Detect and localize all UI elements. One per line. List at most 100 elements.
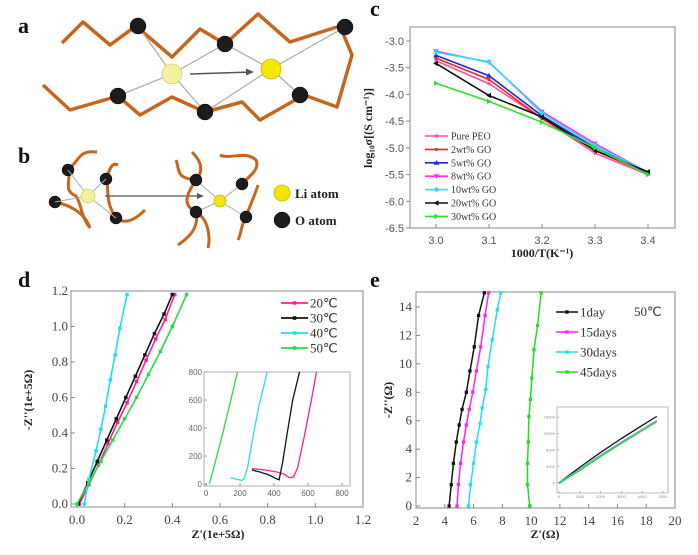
data-point [103,404,108,409]
legend-label: 20℃ [310,296,338,311]
inset-y-tick-label: 8000 [546,448,556,453]
data-point [125,292,129,297]
data-point [170,324,175,329]
polymer-chain [60,12,341,59]
legend-label: 40℃ [310,326,338,341]
y-tick-label: 10 [399,356,412,371]
legend-label: 15days [580,325,617,340]
x-tick-label: 14 [582,513,596,528]
x-tick-label: 3.3 [587,235,602,247]
data-point [540,119,545,126]
data-point [487,82,491,86]
legend-marker [565,330,569,334]
y-tick-label: 0.4 [52,425,69,440]
y-tick-label: 0.6 [52,390,69,405]
data-point [99,459,103,464]
legend-o-label: O atom [295,213,337,228]
data-point [433,49,439,56]
legend-marker [434,134,439,138]
data-point [134,379,139,384]
series-line [448,292,486,507]
x-tick-label: 0.0 [69,512,85,527]
legend-label: 30℃ [310,311,338,326]
data-point [468,369,472,373]
data-point [455,504,459,508]
panel-label-d: d [18,267,30,292]
data-point [458,461,463,466]
data-point [99,427,103,432]
o-atom [196,103,214,121]
data-point [471,390,475,394]
legend-label: 50℃ [310,341,338,356]
schematic-b: Li atom O atom [48,150,339,249]
x-tick-label: 0.8 [260,512,276,527]
legend-marker [565,350,569,354]
data-point [114,417,119,421]
data-point [474,369,479,373]
plot-frame [415,291,676,509]
arrow-head-icon [197,193,204,199]
data-point [115,420,120,425]
inset-series-line [230,371,268,482]
y-tick-label: 0.2 [52,461,68,476]
series-line [526,292,542,507]
inset-series-line [208,371,239,485]
data-point [134,395,139,400]
data-point [486,92,491,99]
data-point [451,461,456,466]
legend-label: 2wt% GO [451,145,491,156]
data-point [528,504,532,508]
o-atom [336,18,354,36]
x-tick-label: 0.4 [164,512,181,527]
data-point [592,142,598,149]
panel-label-b: b [18,143,30,168]
o-atom [291,86,309,104]
data-point [487,98,492,105]
x-tick-label: 0.6 [212,512,229,527]
data-point [495,308,499,312]
y-tick-label: -3.5 [385,63,404,75]
legend-label: Pure PEO [451,132,491,143]
data-point [170,292,175,297]
series-line [77,294,174,505]
li-atom-start [161,63,183,85]
legend-label: 45days [580,365,617,380]
data-point [530,376,534,380]
x-tick-label: 6 [470,513,477,528]
x-tick-label: 3.2 [534,235,549,247]
x-axis-label: Z'(1e+5Ω) [191,527,244,541]
plot-frame [409,26,676,229]
x-tick-label: 12 [553,513,566,528]
y-tick-label: 0.8 [52,354,68,369]
legend-marker [434,147,439,151]
data-point [593,151,597,155]
data-point [106,441,110,446]
data-point [144,358,148,362]
inset-x-tick-label: 4000 [638,494,648,499]
legend-marker [292,346,297,350]
y-tick-label: -5.0 [385,143,404,155]
y-tick-label: 14 [399,299,413,314]
inset-x-tick-label: 0 [558,494,561,499]
legend-label: 30wt% GO [451,212,496,223]
data-point [474,440,479,444]
data-point [124,395,128,400]
o-atom [109,87,127,105]
data-point [105,438,109,442]
data-point [525,483,530,487]
data-point [478,421,482,426]
data-point [75,502,79,506]
data-point [433,60,438,67]
data-point [461,440,466,444]
data-point [480,406,484,410]
data-point [466,504,471,508]
legend-label: 10wt% GO [451,185,496,196]
inset-x-tick-label: 200 [233,489,247,498]
data-point [487,291,491,295]
data-point [108,377,113,382]
legend-li-label: Li atom [295,186,339,201]
data-point [143,353,147,357]
li-atom-start [80,188,96,204]
